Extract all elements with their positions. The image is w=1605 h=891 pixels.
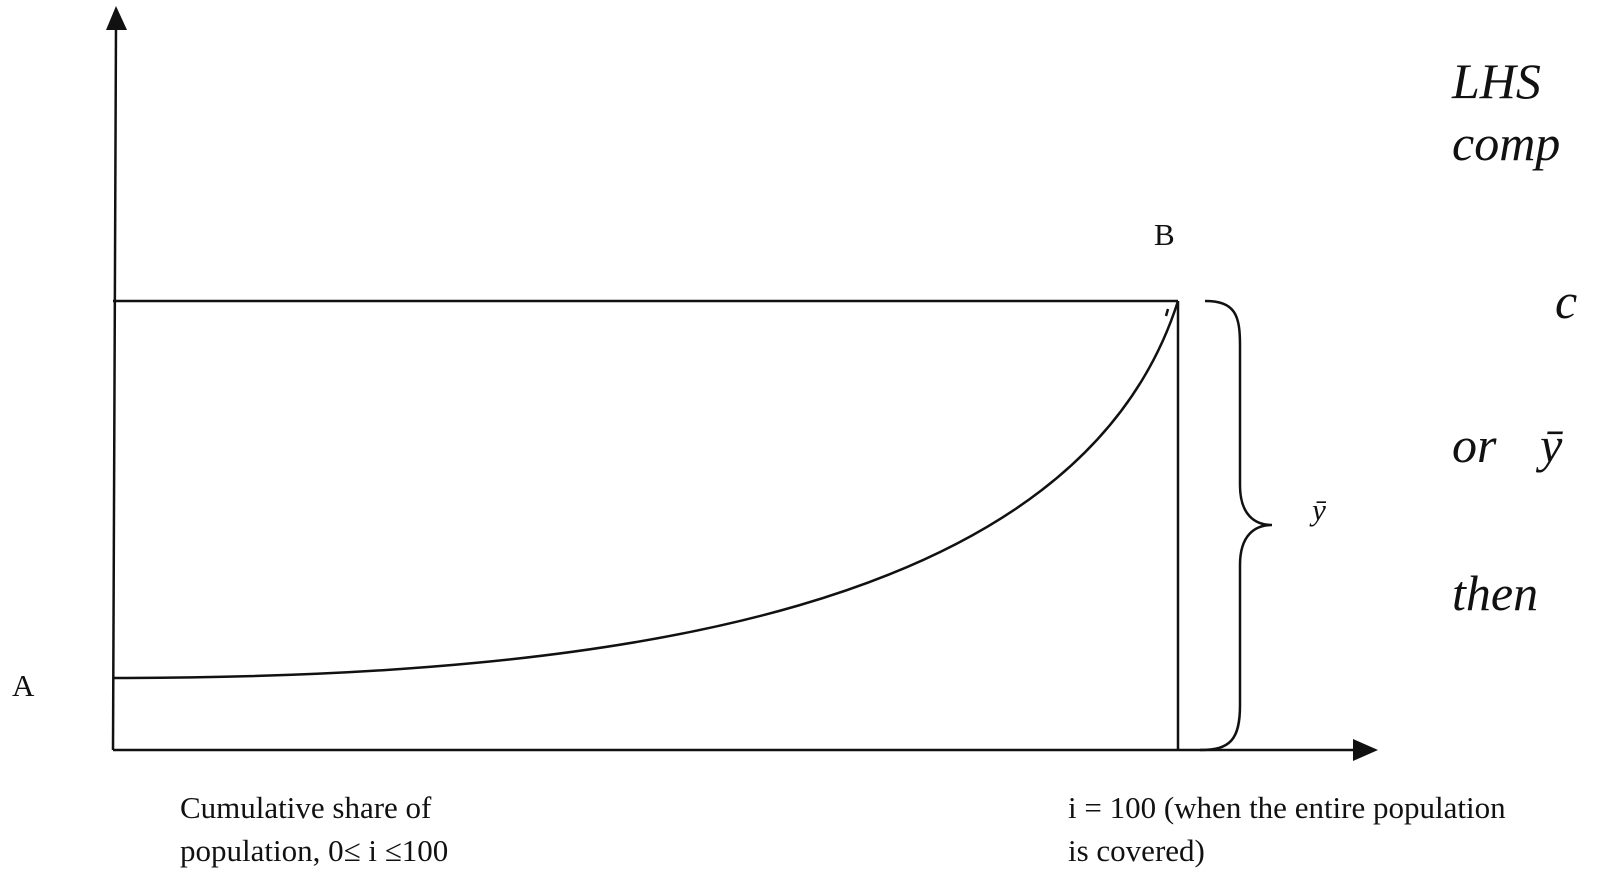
side-text: c [1555, 273, 1577, 329]
side-text: LHS [1451, 53, 1541, 109]
point-b-label: B [1154, 217, 1175, 252]
side-text: then [1452, 565, 1538, 621]
x-axis-arrow [1353, 739, 1378, 761]
x-axis-label: Cumulative share of [180, 790, 432, 825]
x-axis-label: population, 0≤ i ≤100 [180, 833, 448, 868]
end-label: i = 100 (when the entire population [1068, 790, 1506, 825]
y-axis-arrow [106, 6, 127, 30]
curve [112, 300, 1180, 680]
side-text: or [1452, 417, 1497, 473]
side-text: ȳ [1535, 417, 1563, 473]
mean-label: ȳ [1309, 492, 1327, 527]
y-axis [111, 21, 118, 751]
end-label: is covered) [1068, 833, 1205, 868]
point-a-label: A [12, 668, 35, 703]
side-text: comp [1452, 115, 1560, 171]
tick [1164, 308, 1170, 317]
brace [1199, 299, 1273, 752]
